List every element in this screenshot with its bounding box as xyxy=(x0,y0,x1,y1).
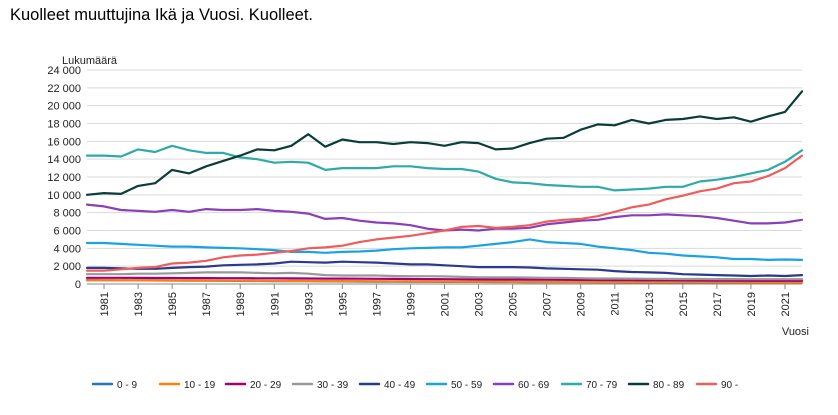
series-line-90 xyxy=(85,154,804,272)
legend-label: 10 - 19 xyxy=(184,380,216,391)
x-tick-label: 2005 xyxy=(508,292,520,316)
series-line-30-39 xyxy=(85,271,804,281)
legend-label: 0 - 9 xyxy=(117,380,137,391)
series-line-10-19 xyxy=(85,279,804,284)
x-tick-label: 1985 xyxy=(167,292,179,316)
legend-label: 70 - 79 xyxy=(586,380,618,391)
y-tick-label: 10 000 xyxy=(47,190,81,202)
x-tick-label: 2003 xyxy=(474,292,486,316)
x-tick-label: 1995 xyxy=(337,292,349,316)
legend-item[interactable]: 40 - 49 xyxy=(358,380,416,391)
chart-title: Kuolleet muuttujina Ikä ja Vuosi. Kuolle… xyxy=(10,6,313,24)
y-axis-title: Lukumäärä xyxy=(62,55,118,67)
x-tick-label: 2009 xyxy=(576,292,588,316)
y-tick-label: 20 000 xyxy=(47,101,81,113)
series-line-40-49 xyxy=(85,260,804,278)
x-tick-label: 2019 xyxy=(746,292,758,316)
x-tick-label: 1997 xyxy=(371,292,383,316)
series-lines xyxy=(85,90,804,284)
legend-label: 40 - 49 xyxy=(384,380,416,391)
y-tick-label: 22 000 xyxy=(47,83,81,95)
legend-item[interactable]: 0 - 9 xyxy=(91,380,137,391)
y-tick-label: 6 000 xyxy=(53,226,81,238)
x-tick-label: 2021 xyxy=(780,292,792,316)
x-tick-label: 1991 xyxy=(269,292,281,316)
x-tick-label: 2017 xyxy=(712,292,724,316)
y-tick-label: 14 000 xyxy=(47,154,81,166)
legend-item[interactable]: 50 - 59 xyxy=(425,380,483,391)
y-tick-label: 18 000 xyxy=(47,119,81,131)
x-tick-label: 2007 xyxy=(542,292,554,316)
x-axis-title: Vuosi xyxy=(782,326,809,338)
y-tick-label: 0 xyxy=(75,279,81,291)
gridlines xyxy=(87,69,802,285)
legend-label: 90 - xyxy=(721,380,738,391)
x-tick-label: 1989 xyxy=(235,292,247,316)
legend-item[interactable]: 90 - xyxy=(695,380,738,391)
y-tick-label: 24 000 xyxy=(47,65,81,77)
x-tick-label: 2011 xyxy=(610,292,622,316)
series-line-80-89 xyxy=(85,90,804,196)
series-line-20-29 xyxy=(85,276,804,282)
y-tick-label: 8 000 xyxy=(53,208,81,220)
y-tick-label: 2 000 xyxy=(53,261,81,273)
x-tick-label: 2013 xyxy=(644,292,656,316)
legend-label: 50 - 59 xyxy=(451,380,483,391)
x-tick-label: 1983 xyxy=(133,292,145,316)
axes: 0 2 000 4 000 6 000 8 000 10 000 12 000 14 000 1… xyxy=(47,65,792,316)
legend-label: 30 - 39 xyxy=(317,380,349,391)
legend-item[interactable]: 30 - 39 xyxy=(291,380,349,391)
x-tick-label: 1999 xyxy=(405,292,417,316)
x-tick-label: 1981 xyxy=(99,292,111,316)
y-tick-label: 16 000 xyxy=(47,136,81,148)
x-tick-label: 1987 xyxy=(201,292,213,316)
y-tick-label: 4 000 xyxy=(53,243,81,255)
series-line-70-79 xyxy=(85,144,804,192)
legend-item[interactable]: 20 - 29 xyxy=(224,380,282,391)
legend-label: 20 - 29 xyxy=(250,380,282,391)
legend-item[interactable]: 10 - 19 xyxy=(158,380,216,391)
x-tick-label: 1993 xyxy=(303,292,315,316)
legend-label: 80 - 89 xyxy=(653,380,685,391)
y-tick-label: 12 000 xyxy=(47,172,81,184)
legend-item[interactable]: 60 - 69 xyxy=(492,380,550,391)
legend-item[interactable]: 80 - 89 xyxy=(627,380,685,391)
series-line-60-69 xyxy=(85,203,804,232)
legend: 0 - 9 10 - 19 20 - 29 30 - 39 40 - 49 50 - 59… xyxy=(91,380,738,391)
legend-label: 60 - 69 xyxy=(518,380,550,391)
x-tick-label: 2001 xyxy=(440,292,452,316)
series-line-50-59 xyxy=(85,238,804,261)
legend-item[interactable]: 70 - 79 xyxy=(560,380,618,391)
x-tick-label: 2015 xyxy=(678,292,690,316)
